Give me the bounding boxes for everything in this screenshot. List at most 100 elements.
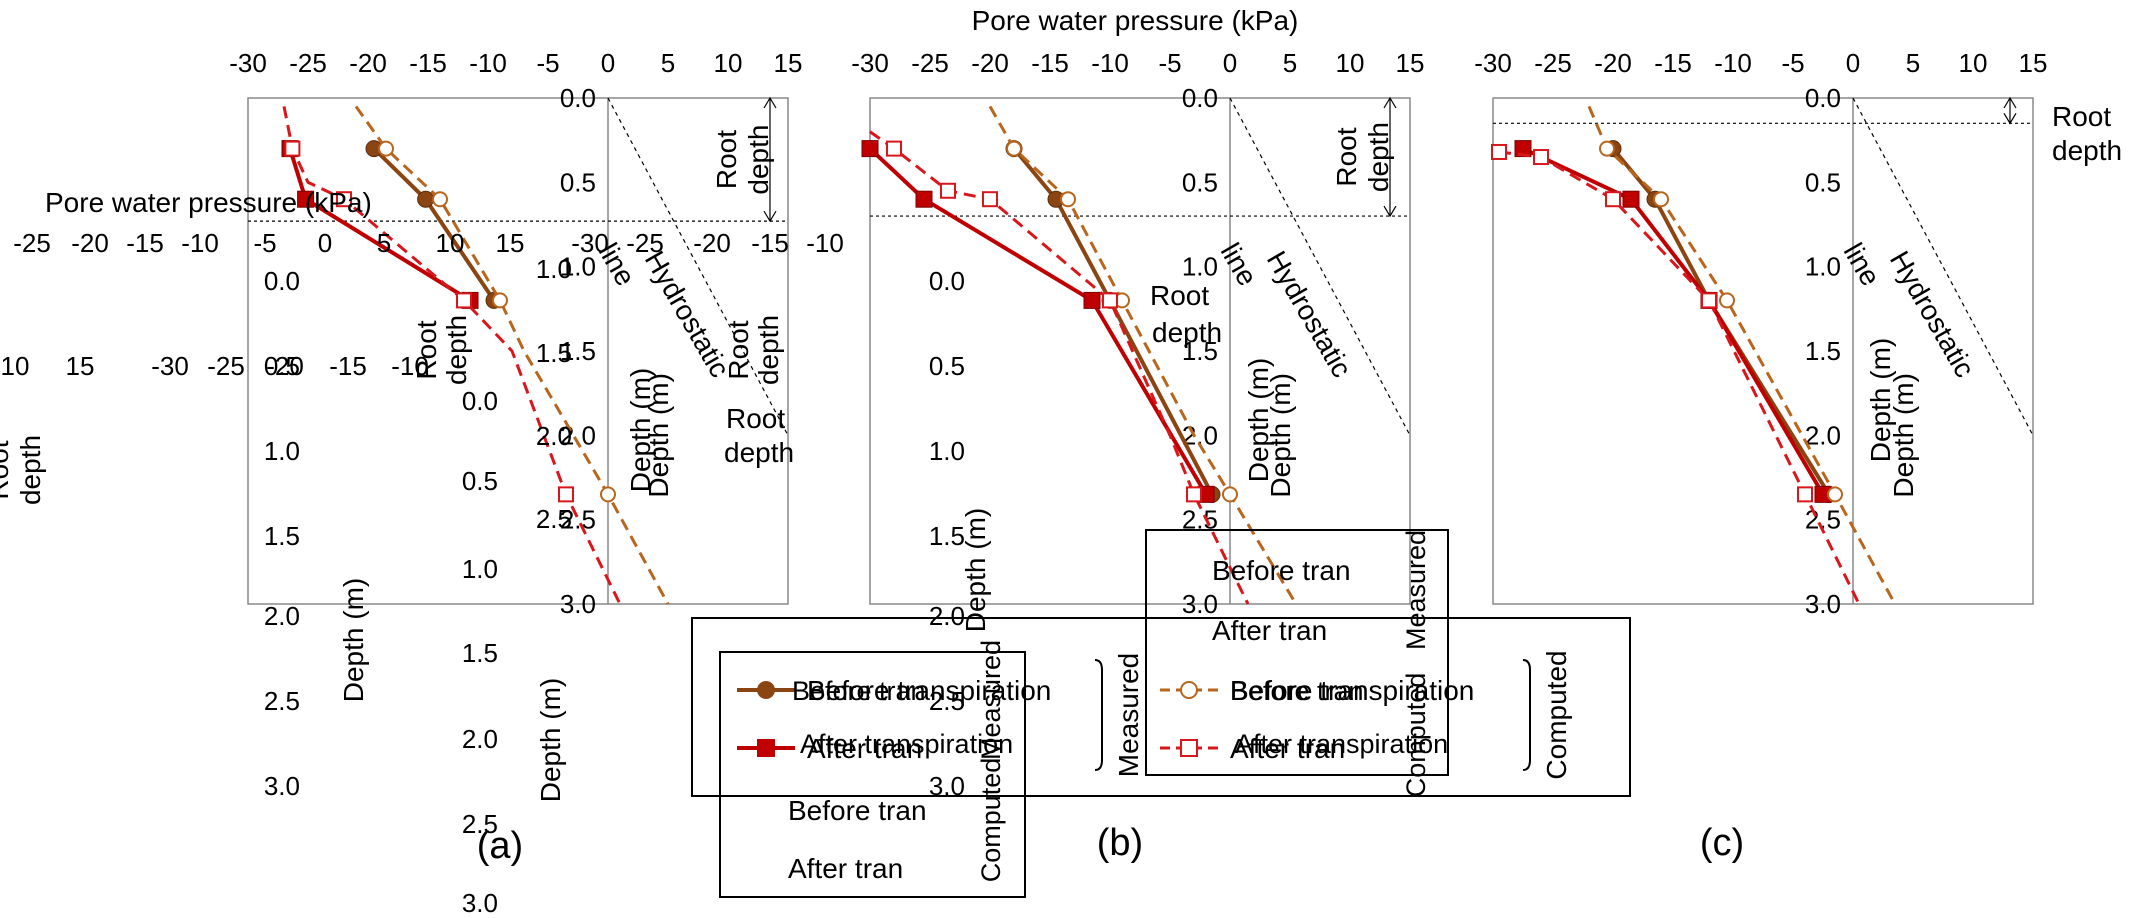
series-line — [1498, 150, 1861, 605]
root-depth-label-text: depth — [1363, 122, 1394, 192]
ghost-x-tick: -25 — [207, 351, 245, 381]
data-point — [492, 292, 508, 309]
legend-overlap-text: Computed — [1401, 673, 1431, 798]
ghost-y-tick: 2.5 — [929, 686, 965, 716]
data-point — [1719, 292, 1735, 309]
ghost-y-title: Depth (m) — [338, 578, 369, 702]
ghost-x-tick: -20 — [266, 351, 304, 381]
y-tick-label: 0.0 — [1182, 83, 1218, 113]
ghost-y-tick: 2.0 — [536, 421, 572, 451]
ghost-root-label-text: Root — [726, 403, 785, 434]
x-tick-label: -5 — [536, 48, 559, 78]
ghost-root-label: Root depth — [723, 315, 784, 385]
y-tick-label: 1.5 — [560, 336, 596, 366]
x-tick-label: -25 — [911, 48, 949, 78]
x-tick-label: 15 — [774, 48, 803, 78]
plot-frame — [869, 97, 1411, 605]
y-tick-label: 1.5 — [1805, 336, 1841, 366]
legend-after-measured: After tran — [807, 733, 922, 764]
ghost-root-label-text: depth — [1152, 317, 1222, 348]
series-line — [1012, 147, 1214, 496]
hydrostatic-label-text: Hydrostatic — [1261, 246, 1358, 383]
legend-overlap-text: After transpiration — [1235, 729, 1448, 759]
x-tick-label: 5 — [1283, 48, 1297, 78]
hydrostatic-label-text: line — [1838, 238, 1887, 291]
legend-overlap-text: Computed — [976, 758, 1006, 883]
arrow-head — [763, 96, 777, 109]
data-point — [1083, 291, 1101, 309]
ghost-x-tick: -15 — [329, 351, 367, 381]
ghost-x-tick: -20 — [693, 228, 731, 258]
ghost-y-title: Depth (m) — [1243, 358, 1274, 482]
ghost-x-tick: -30 — [151, 351, 189, 381]
data-point — [1102, 292, 1118, 309]
root-depth-label-text: Root — [1331, 127, 1362, 186]
ghost-y-tick: 0.0 — [264, 266, 300, 296]
y-tick-label: 3.0 — [1805, 589, 1841, 619]
x-tick-label: 0 — [1846, 48, 1860, 78]
y-tick-label: 0.5 — [560, 167, 596, 197]
ghost-root-label-text: depth — [441, 315, 472, 385]
ghost-y-tick: 2.0 — [264, 601, 300, 631]
ghost-y-title: Depth (m) — [625, 368, 656, 492]
legend-marker — [1180, 739, 1198, 757]
arrow-head — [2003, 112, 2017, 125]
ghost-x-tick: 0 — [318, 228, 332, 258]
y-tick-label: 1.0 — [1182, 252, 1218, 282]
root-depth-label-text: depth — [743, 125, 774, 195]
x-tick-label: -30 — [851, 48, 889, 78]
ghost-y-tick: 3.0 — [462, 888, 498, 918]
data-point — [600, 486, 616, 503]
ghost-y-tick: 0.5 — [929, 351, 965, 381]
x-tick-label: -15 — [1031, 48, 1069, 78]
panel-label-a: (a) — [477, 825, 523, 867]
ghost-root-label-text: Root — [0, 440, 14, 499]
root-depth-label-text: depth — [2052, 135, 2122, 166]
y-axis-title: Depth (m) — [643, 373, 674, 497]
data-point — [1186, 486, 1202, 503]
hydrostatic-label-text: Hydrostatic — [639, 246, 736, 383]
legend-overlap-text: Before tran — [1230, 676, 1364, 706]
root-depth-label: Root depth — [711, 125, 774, 195]
legend-before-computed: Before transpiration — [1230, 675, 1474, 706]
panel-c: -30 -25 -20 -15 -10 -5 0 5 10 150.00.51.01.52.02.… — [1474, 48, 2122, 619]
x-tick-label: 10 — [1336, 48, 1365, 78]
ghost-root-label-text: depth — [753, 315, 784, 385]
legend-marker — [1180, 681, 1198, 699]
data-point — [1653, 191, 1669, 208]
plot-frame — [247, 97, 789, 605]
legend-box — [691, 617, 1631, 797]
y-tick-label: 0.5 — [1805, 167, 1841, 197]
data-point — [1006, 140, 1022, 157]
x-tick-label: -15 — [1654, 48, 1692, 78]
legend-overlap-text: Before tran — [1212, 555, 1351, 586]
legend-overlap-text: After tran — [1212, 615, 1327, 646]
data-point — [1491, 143, 1507, 160]
x-axis-title: Pore water pressure (kPa) — [972, 5, 1299, 36]
hydrostatic-label-text: line — [1215, 238, 1264, 291]
data-point — [284, 140, 301, 157]
ghost-x-tick: 15 — [66, 351, 95, 381]
ghost-y-title: Depth (m) — [1865, 338, 1896, 462]
x-tick-label: 5 — [1906, 48, 1920, 78]
data-point — [1827, 486, 1843, 503]
series-line — [869, 130, 1250, 605]
plot-frame — [1492, 97, 2034, 605]
y-tick-label: 0.5 — [1182, 167, 1218, 197]
ghost-x-tick: -10 — [181, 228, 219, 258]
x-tick-label: -30 — [1474, 48, 1512, 78]
arrow-head — [763, 210, 777, 223]
ghost-y-tick: 1.5 — [264, 521, 300, 551]
legend-brace — [1522, 659, 1531, 771]
legend-overlap-text: Measured — [1401, 530, 1431, 650]
ghost-y-tick: 3.0 — [264, 771, 300, 801]
y-axis-title: Depth (m) — [1265, 373, 1296, 497]
x-tick-label: 5 — [661, 48, 675, 78]
arrow-head — [1383, 96, 1397, 109]
y-tick-label: 1.5 — [1182, 336, 1218, 366]
x-tick-label: -25 — [1534, 48, 1572, 78]
ghost-y-tick: 2.5 — [536, 504, 572, 534]
ghost-y-tick: 2.5 — [462, 809, 498, 839]
ghost-y-tick: 2.0 — [929, 601, 965, 631]
y-tick-label: 3.0 — [1182, 589, 1218, 619]
